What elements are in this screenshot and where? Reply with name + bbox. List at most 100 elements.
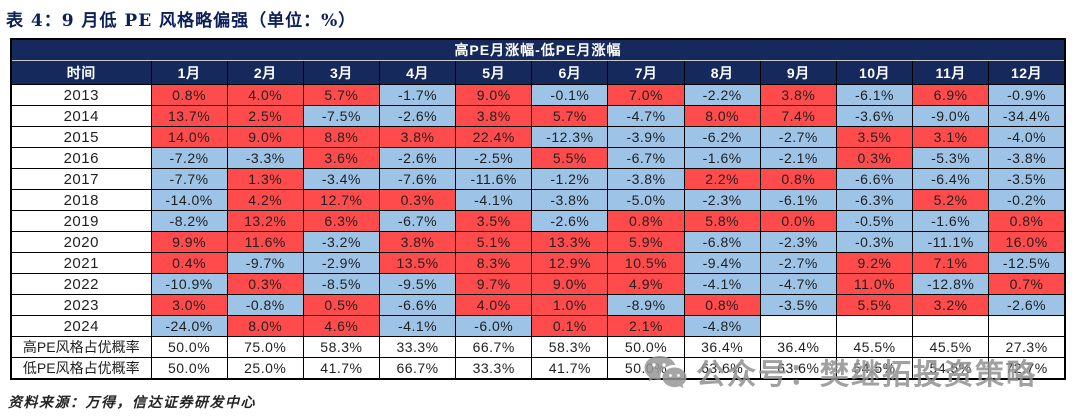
value-cell: -3.5% [759, 294, 837, 316]
table-row: 2024 -24.0% 8.0% 4.6% -4.1% -6.0% 0.1% 2.1% -4.8… [10, 315, 1066, 337]
value-cell: -6.7% [607, 147, 685, 169]
row-label: 2024 [10, 315, 152, 337]
row-label: 高PE风格占优概率 [10, 336, 152, 358]
value-cell: 5.8% [683, 210, 761, 232]
value-cell: 11.0% [835, 273, 914, 295]
col-header-month: 5月 [455, 60, 533, 85]
value-cell: 3.2% [912, 294, 990, 316]
value-cell: 4.2% [226, 189, 304, 211]
value-cell: -5.0% [607, 189, 685, 211]
col-header-month: 4月 [378, 60, 457, 85]
summary-row: 高PE风格占优概率 50.0% 75.0% 58.3% 33.3% 66.7% 58.3% 5… [10, 336, 1066, 358]
value-cell: -0.5% [835, 210, 914, 232]
value-cell: 5.1% [455, 231, 533, 253]
col-header-month: 9月 [759, 60, 837, 85]
table-row: 2015 14.0% 9.0% 8.8% 3.8% 22.4% -12.3% -3.9% -6.… [10, 126, 1066, 148]
value-cell: 58.3% [302, 336, 380, 358]
col-header-month: 3月 [302, 60, 380, 85]
value-cell: 33.3% [455, 357, 533, 380]
value-cell: 0.7% [988, 273, 1066, 295]
value-cell: -12.8% [912, 273, 990, 295]
value-cell: 4.0% [226, 84, 304, 106]
value-cell: 3.8% [378, 231, 457, 253]
value-cell: -10.9% [150, 273, 228, 295]
value-cell: -6.0% [455, 315, 533, 337]
value-cell: -0.1% [531, 84, 609, 106]
value-cell: -2.9% [302, 252, 380, 274]
value-cell: 3.8% [378, 126, 457, 148]
value-cell: -6.6% [835, 168, 914, 190]
col-header-month: 1月 [150, 60, 228, 85]
col-header-month: 8月 [683, 60, 761, 85]
value-cell: 33.3% [378, 336, 457, 358]
value-cell: -1.7% [378, 84, 457, 106]
value-cell: 45.5% [835, 336, 914, 358]
value-cell: 75.0% [226, 336, 304, 358]
value-cell: 4.9% [607, 273, 685, 295]
value-cell: -8.5% [302, 273, 380, 295]
value-cell: -6.6% [378, 294, 457, 316]
value-cell: 27.3% [988, 336, 1066, 358]
value-cell: -2.2% [683, 84, 761, 106]
value-cell: 8.0% [683, 105, 761, 127]
value-cell: 3.0% [150, 294, 228, 316]
table-row: 2017 -7.7% 1.3% -3.4% -7.6% -11.6% -1.2% -3.8% 2… [10, 168, 1066, 190]
value-cell: 54.5% [912, 357, 990, 380]
row-label: 2021 [10, 252, 152, 274]
value-cell: -34.4% [988, 105, 1066, 127]
value-cell: 7.0% [607, 84, 685, 106]
col-header-month: 12月 [988, 60, 1066, 85]
value-cell: -6.1% [759, 189, 837, 211]
value-cell: -9.0% [912, 105, 990, 127]
value-cell: 5.7% [302, 84, 380, 106]
value-cell: 12.9% [531, 252, 609, 274]
value-cell: 54.5% [835, 357, 914, 380]
value-cell: 0.4% [150, 252, 228, 274]
row-label: 2020 [10, 231, 152, 253]
value-cell: 0.3% [835, 147, 914, 169]
col-header-month: 2月 [226, 60, 304, 85]
value-cell: -8.9% [607, 294, 685, 316]
value-cell: 14.0% [150, 126, 228, 148]
value-cell: 66.7% [455, 336, 533, 358]
value-cell: -0.3% [835, 231, 914, 253]
value-cell: 50.0% [607, 336, 685, 358]
value-cell: 8.3% [455, 252, 533, 274]
value-cell: -0.2% [988, 189, 1066, 211]
value-cell: -4.1% [683, 273, 761, 295]
value-cell: 66.7% [378, 357, 457, 380]
table-row: 2022 -10.9% 0.3% -8.5% -9.5% 9.7% 9.0% 4.9% -4.1… [10, 273, 1066, 295]
value-cell: -9.4% [683, 252, 761, 274]
value-cell: -3.2% [302, 231, 380, 253]
value-cell: -3.8% [531, 189, 609, 211]
value-cell: -6.8% [683, 231, 761, 253]
value-cell: 9.2% [835, 252, 914, 274]
value-cell: -11.6% [455, 168, 533, 190]
value-cell [912, 315, 990, 337]
value-cell: -12.3% [531, 126, 609, 148]
value-cell: 6.3% [302, 210, 380, 232]
value-cell: -4.1% [455, 189, 533, 211]
value-cell: 7.4% [759, 105, 837, 127]
value-cell: 50.0% [150, 357, 228, 380]
value-cell: -14.0% [150, 189, 228, 211]
value-cell: -8.2% [150, 210, 228, 232]
value-cell: -5.3% [912, 147, 990, 169]
value-cell: 5.5% [835, 294, 914, 316]
value-cell: 50.0% [150, 336, 228, 358]
value-cell: -2.7% [759, 252, 837, 274]
value-cell: -2.6% [988, 294, 1066, 316]
value-cell: -3.8% [988, 147, 1066, 169]
value-cell: -24.0% [150, 315, 228, 337]
value-cell: -3.6% [835, 105, 914, 127]
merged-header-row: 高PE月涨幅-低PE月涨幅 [10, 38, 1066, 61]
value-cell: -6.7% [378, 210, 457, 232]
value-cell: -4.1% [378, 315, 457, 337]
value-cell: 3.1% [912, 126, 990, 148]
col-header-time: 时间 [10, 60, 152, 85]
value-cell: 4.6% [302, 315, 380, 337]
value-cell: 7.1% [912, 252, 990, 274]
value-cell: 0.8% [683, 294, 761, 316]
row-label: 低PE风格占优概率 [10, 357, 152, 380]
col-header-month: 6月 [531, 60, 609, 85]
